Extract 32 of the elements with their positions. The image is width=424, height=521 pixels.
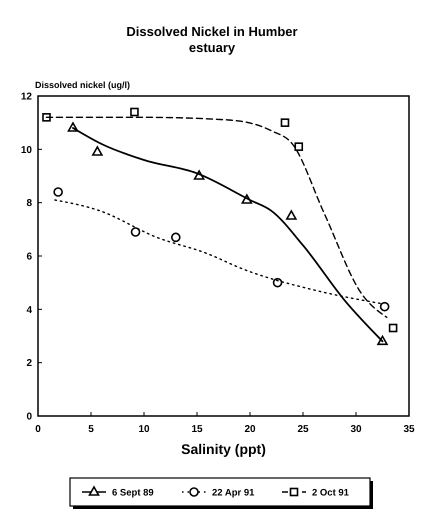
y-tick-label: 6 <box>26 252 32 262</box>
point <box>130 108 139 116</box>
x-tick-label: 20 <box>244 424 256 435</box>
point <box>130 227 140 237</box>
y-tick-label: 0 <box>26 412 32 422</box>
point <box>280 118 290 127</box>
point <box>92 146 103 156</box>
x-axis-title: Salinity (ppt) <box>181 441 266 457</box>
point <box>388 324 398 332</box>
x-tick-label: 15 <box>191 424 203 435</box>
x-tick-label: 25 <box>297 424 309 435</box>
point <box>286 210 297 220</box>
x-tick-label: 30 <box>350 424 362 435</box>
x-tick-label: 0 <box>35 424 42 435</box>
legend-label: 2 Oct 91 <box>312 488 350 498</box>
point <box>272 278 282 288</box>
chart-title: Dissolved Nickel in Humber estuary <box>126 24 298 55</box>
point <box>53 187 63 197</box>
y-tick-label: 8 <box>26 198 32 210</box>
y-axis-title: Dissolved nickel (ug/l) <box>35 80 130 90</box>
legend-label: 22 Apr 91 <box>212 488 256 498</box>
x-tick-label: 10 <box>138 424 150 435</box>
y-tick-label: 12 <box>20 92 32 102</box>
point <box>294 142 304 151</box>
x-tick-label: 35 <box>403 424 415 435</box>
legend-label: 6 Sept 89 <box>112 488 154 498</box>
y-tick-label: 4 <box>26 304 32 316</box>
point <box>380 302 390 312</box>
y-tick-label: 10 <box>20 144 32 156</box>
y-tick-label: 2 <box>26 358 32 370</box>
x-tick-label: 5 <box>88 424 94 435</box>
point <box>171 232 181 242</box>
